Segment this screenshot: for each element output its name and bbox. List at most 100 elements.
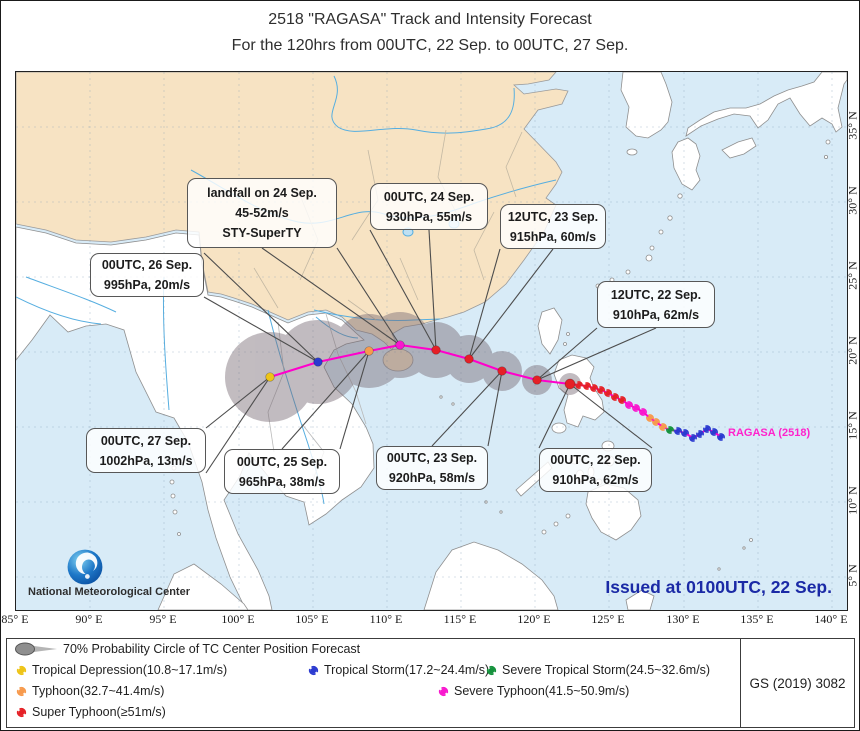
lon-tick-label: 120° E (517, 612, 551, 626)
leader-line (468, 248, 554, 360)
leader-line (569, 383, 653, 449)
leader-line (205, 376, 271, 429)
forecast-point (395, 340, 405, 350)
annotation-box-00utc-26: 00UTC, 26 Sep. 995hPa, 20m/s (90, 253, 204, 297)
annotation-text-line: 1002hPa, 13m/s (99, 453, 193, 468)
lat-tick-label: 35° N (845, 111, 860, 140)
legend-row: Super Typhoon(≥51m/s) (7, 705, 740, 726)
forecast-point (265, 372, 275, 382)
forecast-point (532, 375, 542, 385)
legend-item: Typhoon(32.7~41.4m/s) (15, 684, 164, 698)
leader-line (339, 350, 370, 450)
annotation-text-line: 995hPa, 20m/s (103, 278, 191, 292)
tc-symbol-icon (486, 665, 497, 675)
annotation-box-00utc-25: 00UTC, 25 Sep. 965hPa, 38m/s (224, 449, 340, 494)
tc-symbol-icon (308, 665, 319, 675)
gs-document-number: GS (2019) 3082 (740, 639, 854, 727)
legend-label: Severe Typhoon(41.5~50.9m/s) (454, 684, 630, 698)
annotation-text-line: 00UTC, 22 Sep. (550, 453, 641, 467)
annotation-text-line: STY-SuperTY (222, 226, 302, 240)
lat-tick-label: 30° N (845, 186, 860, 215)
tc-symbol-icon (16, 686, 27, 696)
leader-line (203, 252, 319, 363)
lon-tick-label: 115° E (443, 612, 477, 626)
legend-row: 70% Probability Circle of TC Center Posi… (7, 642, 740, 663)
lat-tick-label: 25° N (845, 261, 860, 290)
annotation-text-line: 00UTC, 23 Sep. (386, 451, 478, 465)
leader-line (468, 248, 501, 360)
annotation-text-line: 965hPa, 38m/s (238, 474, 326, 489)
leader-line (536, 327, 598, 381)
annotation-text-line: 45-52m/s (235, 206, 289, 220)
leader-lines (203, 229, 657, 474)
annotation-text-line: 00UTC, 24 Sep. (383, 189, 475, 204)
legend-row: Typhoon(32.7~41.4m/s) Severe Typhoon(41.5… (7, 684, 740, 705)
title-line2: For the 120hrs from 00UTC, 22 Sep. to 00… (231, 37, 629, 54)
annotation-box-00utc-27: 00UTC, 27 Sep. 1002hPa, 13m/s (86, 428, 206, 473)
title-block: 2518 "RAGASA" Track and Intensity Foreca… (1, 7, 859, 59)
tc-symbol-icon (438, 686, 449, 696)
leader-line (205, 376, 271, 474)
nmc-logo (66, 548, 104, 591)
legend-item: Super Typhoon(≥51m/s) (15, 705, 166, 719)
legend-items: 70% Probability Circle of TC Center Posi… (7, 639, 740, 727)
forecast-point (364, 346, 374, 356)
longitude-axis: 85° E 90° E 95° E 100° E 105° E 110° E 115° E 1… (1, 612, 848, 628)
annotation-box-landfall-24: landfall on 24 Sep. 45-52m/s STY-SuperTY (187, 178, 337, 248)
annotation-text-line: 00UTC, 27 Sep. (100, 433, 192, 448)
forecast-point (497, 366, 507, 376)
legend-label: Typhoon(32.7~41.4m/s) (32, 684, 165, 698)
legend-item: 70% Probability Circle of TC Center Posi… (15, 642, 360, 656)
lon-tick-label: 130° E (666, 612, 700, 626)
annotation-text-line: 00UTC, 25 Sep. (236, 454, 328, 469)
leader-line (431, 370, 503, 447)
probability-cone-icon (15, 642, 57, 656)
forecast-point (313, 357, 323, 367)
lon-tick-label: 135° E (740, 612, 774, 626)
lon-tick-label: 95° E (149, 612, 177, 626)
lat-tick-label: 20° N (845, 336, 860, 365)
lon-tick-label: 105° E (295, 612, 329, 626)
lon-tick-label: 110° E (369, 612, 403, 626)
tc-symbol-icon (16, 707, 27, 717)
leader-line (428, 229, 437, 351)
annotation-text-line: 930hPa, 55m/s (385, 209, 473, 224)
annotation-box-00utc-24: 00UTC, 24 Sep. 930hPa, 55m/s (370, 183, 488, 230)
storm-name-label: RAGASA (2518) (728, 427, 811, 439)
annotation-text-line: landfall on 24 Sep. (207, 186, 317, 200)
annotation-box-12utc-23: 12UTC, 23 Sep. 915hPa, 60m/s (500, 204, 606, 249)
map-svg (16, 72, 847, 610)
lon-tick-label: 140° E (814, 612, 848, 626)
legend-label: 70% Probability Circle of TC Center Posi… (63, 642, 361, 656)
leader-line (203, 296, 319, 363)
annotation-box-00utc-23: 00UTC, 23 Sep. 920hPa, 58m/s (376, 446, 488, 490)
lat-tick-label: 10° N (845, 486, 860, 515)
forecast-point (564, 378, 576, 390)
lon-tick-label: 125° E (591, 612, 625, 626)
annotation-box-00utc-22: 00UTC, 22 Sep. 910hPa, 62m/s (539, 448, 652, 492)
legend-label: Severe Tropical Storm(24.5~32.6m/s) (502, 663, 711, 677)
leader-line (261, 247, 401, 346)
issued-timestamp: Issued at 0100UTC, 22 Sep. (605, 577, 832, 597)
annotation-box-12utc-22: 12UTC, 22 Sep. 910hPa, 62m/s (597, 281, 715, 328)
lat-tick-label: 15° N (845, 411, 860, 440)
agency-name: National Meteorological Center (28, 586, 190, 598)
leader-line (536, 327, 657, 381)
legend-item: Tropical Depression(10.8~17.1m/s) (15, 663, 227, 677)
tc-symbol-icon (16, 665, 27, 675)
annotation-text-line: 910hPa, 62m/s (552, 473, 639, 487)
leader-line (336, 247, 401, 346)
leader-line (281, 350, 370, 450)
annotation-text-line: 915hPa, 60m/s (509, 229, 597, 244)
legend-row: Tropical Depression(10.8~17.1m/s) Tropica… (7, 663, 740, 684)
annotation-text-line: 12UTC, 23 Sep. (507, 209, 599, 224)
lon-tick-label: 100° E (221, 612, 255, 626)
lat-tick-label: 5° N (845, 564, 860, 587)
lon-tick-label: 90° E (75, 612, 103, 626)
annotation-text-line: 910hPa, 62m/s (612, 307, 700, 322)
legend-panel: 70% Probability Circle of TC Center Posi… (6, 638, 855, 728)
legend-label: Tropical Storm(17.2~24.4m/s) (324, 663, 490, 677)
title-line1: 2518 "RAGASA" Track and Intensity Foreca… (268, 11, 592, 28)
leader-line (369, 229, 437, 351)
